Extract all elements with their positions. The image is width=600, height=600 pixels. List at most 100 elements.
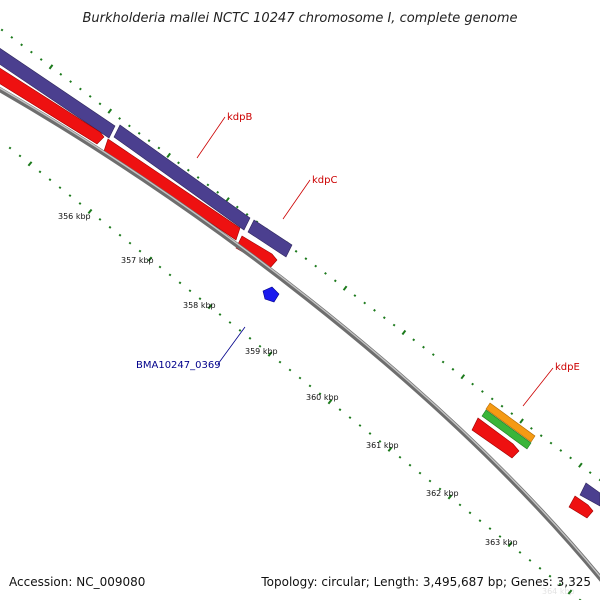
cds-feature[interactable] <box>113 124 251 231</box>
gc-tick <box>318 392 322 396</box>
gc-tick <box>186 168 190 172</box>
topology-summary: Topology: circular; Length: 3,495,687 bp… <box>260 575 591 589</box>
gc-tick <box>107 108 113 114</box>
gc-tick <box>59 72 63 76</box>
gc-tick <box>258 344 262 348</box>
cds-feature[interactable] <box>0 45 116 139</box>
gc-tick <box>198 297 202 301</box>
gc-tick <box>278 360 282 364</box>
gc-tick <box>412 338 416 342</box>
gc-tick <box>368 432 372 435</box>
gc-tick <box>69 80 72 84</box>
misc-blue-feature[interactable] <box>262 286 280 303</box>
gc-tick <box>20 43 24 47</box>
gene-feature[interactable] <box>0 65 105 145</box>
gc-tick <box>118 117 121 120</box>
misc-feature-track <box>481 402 536 450</box>
gc-tick <box>216 190 220 194</box>
gc-tick <box>401 329 407 336</box>
gc-tick <box>428 479 432 483</box>
gc-tick <box>567 589 573 595</box>
green-feature[interactable] <box>481 409 532 450</box>
inner-gc-track <box>8 146 582 600</box>
gc-tick <box>98 102 102 106</box>
gc-tick <box>168 273 172 277</box>
gc-tick <box>338 408 342 412</box>
gc-tick <box>418 471 422 475</box>
gc-tick <box>88 94 92 98</box>
gc-tick <box>478 519 482 523</box>
gc-tick <box>157 146 161 150</box>
gc-tick <box>304 257 308 261</box>
gc-tick <box>137 131 141 135</box>
gc-tick <box>558 582 562 586</box>
gc-tick <box>228 321 232 324</box>
gc-tick <box>498 535 502 538</box>
gc-tick <box>188 289 192 293</box>
gc-tick <box>438 487 442 491</box>
genome-backbone <box>0 86 600 582</box>
gc-tick <box>8 146 12 150</box>
gc-tick <box>327 399 333 405</box>
gc-tick <box>480 390 484 393</box>
gc-tick <box>18 154 22 158</box>
outer-gc-track <box>0 28 600 482</box>
tick-label: 362 kbp <box>426 489 459 498</box>
gc-tick <box>559 449 563 452</box>
gc-tick <box>39 58 43 61</box>
gc-tick <box>358 424 362 427</box>
label-locus[interactable]: BMA10247_0369 <box>136 360 221 371</box>
gc-tick <box>519 418 524 424</box>
gc-tick <box>238 329 242 332</box>
gc-tick <box>431 353 435 356</box>
tick-label: 360 kbp <box>306 393 339 402</box>
tick-label: 359 kbp <box>245 347 278 356</box>
gc-tick <box>518 551 522 554</box>
gc-tick <box>68 194 72 197</box>
gc-tick <box>447 494 453 500</box>
cds-feature[interactable] <box>247 219 293 258</box>
gc-tick <box>348 416 352 419</box>
gene-feature[interactable] <box>568 495 594 519</box>
gc-tick <box>178 281 182 285</box>
accession-text: Accession: NC_009080 <box>9 575 145 589</box>
label-kdpE[interactable]: kdpE <box>555 362 580 373</box>
gc-tick <box>529 427 533 430</box>
gc-tick <box>528 558 532 562</box>
forward-cds-track <box>0 45 600 507</box>
gc-tick <box>147 139 151 143</box>
gc-tick <box>510 412 514 415</box>
cds-feature[interactable] <box>579 482 600 507</box>
gc-tick <box>48 64 54 70</box>
gc-tick <box>118 233 122 237</box>
gc-tick <box>468 511 472 515</box>
gc-tick <box>539 434 543 438</box>
label-kdpB[interactable]: kdpB <box>227 112 252 123</box>
gc-tick <box>207 303 213 310</box>
gc-tick <box>408 463 412 467</box>
gc-tick <box>298 376 302 380</box>
gc-tick <box>392 323 396 327</box>
gc-tick <box>578 598 582 600</box>
gc-tick <box>29 50 33 54</box>
map-title: Burkholderia mallei NCTC 10247 chromosom… <box>82 11 517 26</box>
gc-tick <box>500 404 504 408</box>
gc-tick <box>398 455 402 459</box>
tick-label: 357 kbp <box>121 256 154 265</box>
gc-tick <box>488 527 492 531</box>
gc-tick <box>507 541 513 548</box>
gc-tick <box>248 336 252 340</box>
gene-feature[interactable] <box>471 417 520 459</box>
gene-labels: kdpB kdpC kdpE BMA10247_0369 <box>136 112 580 407</box>
gc-tick <box>294 249 298 253</box>
gc-tick <box>324 272 327 275</box>
gc-tick <box>378 440 382 443</box>
gc-tick <box>451 367 455 371</box>
gc-tick <box>288 368 292 372</box>
label-kdpC[interactable]: kdpC <box>312 175 337 186</box>
gc-tick <box>548 574 552 578</box>
gene-feature[interactable] <box>103 138 241 241</box>
gc-tick <box>471 382 475 386</box>
reverse-gene-track <box>0 65 594 519</box>
orange-feature[interactable] <box>485 402 536 443</box>
